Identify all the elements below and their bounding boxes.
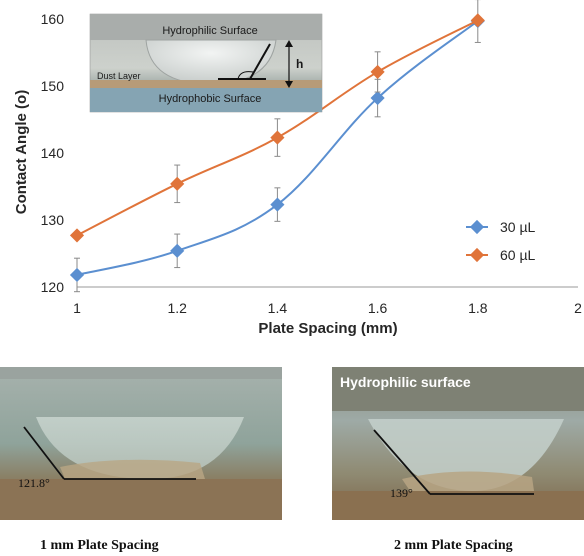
legend: 30 µL 60 µL <box>466 219 536 263</box>
inset-photo: h Hydrophilic Surface Dust Layer Hydroph… <box>89 13 323 113</box>
angle-label-2mm: 139° <box>390 486 413 500</box>
legend-label-60ul: 60 µL <box>500 247 536 263</box>
x-tick-label: 1.8 <box>468 300 488 316</box>
legend-label-30ul: 30 µL <box>500 219 536 235</box>
y-axis-title: Contact Angle (o) <box>13 90 30 214</box>
droplet-photo-1mm: 121.8° <box>0 367 282 520</box>
data-point-30ul <box>270 197 285 212</box>
legend-entry-30ul: 30 µL <box>466 219 536 235</box>
series-line-30ul <box>76 20 479 276</box>
contact-angle-chart: 120 130 140 150 160 1 1.2 1.4 1.6 1.8 2 Plate Spa… <box>13 0 582 337</box>
data-point-30ul <box>170 243 185 258</box>
x-tick-label: 1 <box>73 300 81 316</box>
data-point-60ul <box>170 176 185 191</box>
caption-2mm: 2 mm Plate Spacing <box>394 538 513 553</box>
data-point-60ul <box>270 130 285 145</box>
x-tick-labels: 1 1.2 1.4 1.6 1.8 2 <box>73 300 582 316</box>
x-tick-label: 1.2 <box>167 300 187 316</box>
data-point-60ul <box>69 228 85 243</box>
caption-1mm: 1 mm Plate Spacing <box>40 538 159 553</box>
data-point-30ul <box>69 267 85 283</box>
y-tick-label: 140 <box>41 145 65 161</box>
data-point-30ul <box>370 90 385 106</box>
angle-label-1mm: 121.8° <box>18 476 50 490</box>
y-tick-label: 150 <box>41 78 65 94</box>
legend-entry-60ul: 60 µL <box>466 247 536 263</box>
x-tick-label: 1.6 <box>368 300 388 316</box>
hydrophilic-surface-overlay: Hydrophilic surface <box>340 374 471 390</box>
x-axis-title: Plate Spacing (mm) <box>258 320 397 337</box>
hydrophobic-surface-label: Hydrophobic Surface <box>159 93 262 105</box>
y-tick-label: 130 <box>41 212 65 228</box>
droplet-photo-2mm: 139° Hydrophilic surface <box>332 367 584 520</box>
height-label: h <box>296 57 303 71</box>
inset-tangent-line <box>249 43 271 80</box>
data-point-60ul <box>370 64 385 80</box>
y-tick-label: 120 <box>41 279 65 295</box>
series-layer <box>69 0 485 293</box>
data-point-60ul <box>470 13 485 28</box>
legend-marker-30ul <box>469 219 485 235</box>
x-tick-label: 1.4 <box>268 300 288 316</box>
hydrophilic-surface-label: Hydrophilic Surface <box>162 25 257 37</box>
x-tick-label: 2 <box>574 300 582 316</box>
dust-layer-label: Dust Layer <box>97 71 141 81</box>
series-60ul <box>69 13 485 243</box>
y-tick-labels: 120 130 140 150 160 <box>41 11 65 295</box>
angle-line-1mm-tangent <box>23 426 65 480</box>
angle-line-2mm-tangent <box>373 429 431 495</box>
legend-marker-60ul <box>469 247 485 263</box>
y-tick-label: 160 <box>41 11 65 27</box>
